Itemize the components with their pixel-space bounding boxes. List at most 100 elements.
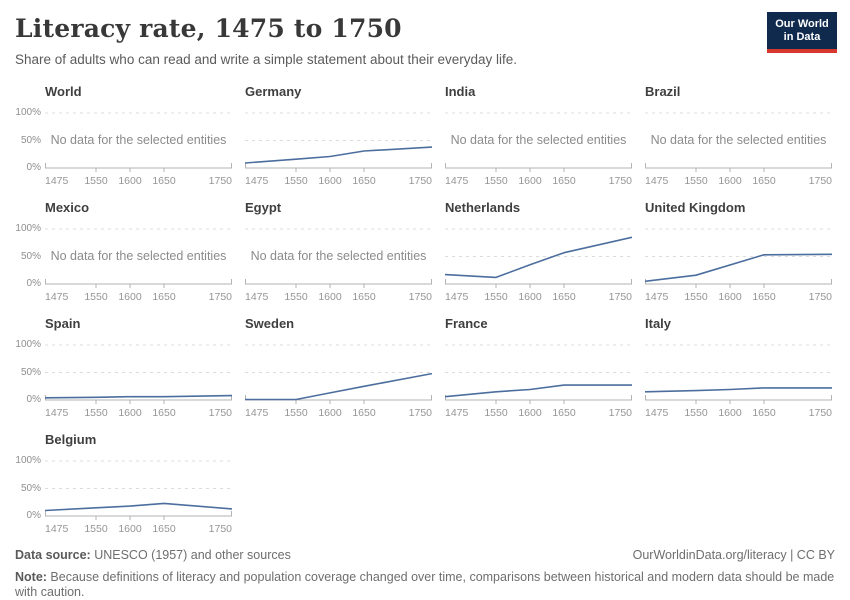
facet-panel-belgium: Belgium 100% 50% 0% 1475 1550 1600 1650 1750 [15,432,233,537]
x-tick-label: 1750 [808,291,832,303]
facet-plot [44,344,233,404]
facet-row: Spain 100% 50% 0% 1475 1550 1600 1650 1750 Sweden… [15,316,835,421]
y-tick-label: 100% [15,223,41,234]
y-tick-label: 0% [26,394,41,405]
facet-title: Mexico [45,200,90,215]
x-tick-label: 1650 [552,407,576,419]
facet-plot-area: 100% 50% 0% [15,449,233,523]
no-data-message: No data for the selected entities [45,133,232,148]
x-tick-label: 1650 [752,291,776,303]
x-tick-label: 1600 [718,291,742,303]
x-tick-label: 1550 [684,175,708,187]
facet-plot [444,228,633,288]
y-tick-label: 50% [20,134,41,146]
x-tick-label: 1600 [118,175,142,187]
x-tick-label: 1650 [352,175,376,187]
x-tick-label: 1475 [45,175,69,187]
x-tick-label: 1750 [408,175,432,187]
chart-header: Literacy rate, 1475 to 1750 Share of adu… [15,12,837,67]
x-axis-labels: 1475 1550 1600 1650 1750 [45,175,232,189]
x-axis-labels: 1475 1550 1600 1650 1750 [445,407,632,421]
facet-row: World 100% 50% 0% No data for the selected e… [15,84,835,189]
y-tick-label: 0% [26,162,41,173]
facet-title: France [445,316,488,331]
facet-title: Brazil [645,84,681,99]
facet-plot-area: No data for the selected entities [445,101,632,175]
owid-logo: Our World in Data [767,12,837,53]
x-tick-label: 1475 [245,291,269,303]
literacy-line [244,146,433,164]
x-tick-label: 1550 [484,407,508,419]
facet-title: Germany [245,84,302,99]
x-tick-label: 1650 [552,291,576,303]
x-tick-label: 1750 [208,175,232,187]
x-axis-labels: 1475 1550 1600 1650 1750 [445,175,632,189]
x-tick-label: 1475 [645,407,669,419]
x-tick-label: 1750 [408,407,432,419]
x-tick-label: 1750 [208,523,232,535]
data-source: Data source: UNESCO (1957) and other sou… [15,548,291,562]
x-tick-label: 1650 [152,175,176,187]
literacy-line [44,394,233,399]
literacy-line [444,236,633,279]
x-tick-label: 1475 [45,291,69,303]
x-tick-label: 1750 [808,407,832,419]
x-tick-label: 1550 [684,291,708,303]
facet-panel-united-kingdom: United Kingdom 1475 1550 1600 1650 1750 [644,200,833,305]
facet-plot-area [644,333,832,407]
x-tick-label: 1550 [284,291,308,303]
no-data-message: No data for the selected entities [645,133,832,148]
facet-title: Sweden [245,316,295,331]
x-tick-label: 1600 [718,175,742,187]
facet-plot [444,344,632,404]
facet-plot [44,460,233,520]
facet-title: World [45,84,82,99]
x-tick-label: 1650 [752,407,776,419]
chart-footer: Data source: UNESCO (1957) and other sou… [15,548,835,600]
x-tick-label: 1750 [608,407,632,419]
chart-subtitle: Share of adults who can read and write a… [15,52,518,67]
y-tick-label: 0% [26,278,41,289]
x-tick-label: 1750 [208,291,232,303]
x-tick-label: 1550 [484,175,508,187]
no-data-message: No data for the selected entities [45,249,232,264]
facet-row: Mexico 100% 50% 0% No data for the selected … [15,200,835,305]
facet-title: India [445,84,476,99]
x-tick-label: 1600 [518,407,542,419]
owid-logo-line1: Our World [775,18,829,30]
x-tick-label: 1600 [318,291,342,303]
x-tick-label: 1750 [808,175,832,187]
x-tick-label: 1650 [152,407,176,419]
x-tick-label: 1650 [552,175,576,187]
attribution: OurWorldinData.org/literacy | CC BY [632,548,835,562]
x-tick-label: 1650 [352,291,376,303]
facet-panel-india: India No data for the selected entities 14… [445,84,632,189]
facet-title: United Kingdom [645,200,746,215]
x-tick-label: 1475 [445,175,469,187]
note-label: Note: [15,570,47,584]
x-axis-labels: 1475 1550 1600 1650 1750 [45,407,232,421]
x-axis-labels: 1475 1550 1600 1650 1750 [245,291,432,305]
x-tick-label: 1550 [84,175,108,187]
x-tick-label: 1475 [245,175,269,187]
data-source-text: UNESCO (1957) and other sources [90,548,291,562]
x-tick-label: 1550 [284,407,308,419]
facet-title: Egypt [245,200,282,215]
x-tick-label: 1600 [518,175,542,187]
x-tick-label: 1750 [608,291,632,303]
x-tick-label: 1475 [245,407,269,419]
facet-panel-brazil: Brazil No data for the selected entities 1… [645,84,832,189]
x-tick-label: 1600 [718,407,742,419]
x-axis-labels: 1475 1550 1600 1650 1750 [245,175,432,189]
x-tick-label: 1650 [152,291,176,303]
facet-plot-area: 100% 50% 0% No data for the selected entiti… [15,101,232,175]
x-tick-label: 1550 [84,291,108,303]
x-axis-labels: 1475 1550 1600 1650 1750 [645,175,832,189]
x-axis-labels: 1475 1550 1600 1650 1750 [245,407,432,421]
facet-panel-germany: Germany 1475 1550 1600 1650 1750 [244,84,433,189]
y-tick-label: 50% [20,250,41,262]
y-tick-label: 100% [15,455,41,466]
y-tick-label: 100% [15,339,41,350]
x-tick-label: 1475 [645,291,669,303]
